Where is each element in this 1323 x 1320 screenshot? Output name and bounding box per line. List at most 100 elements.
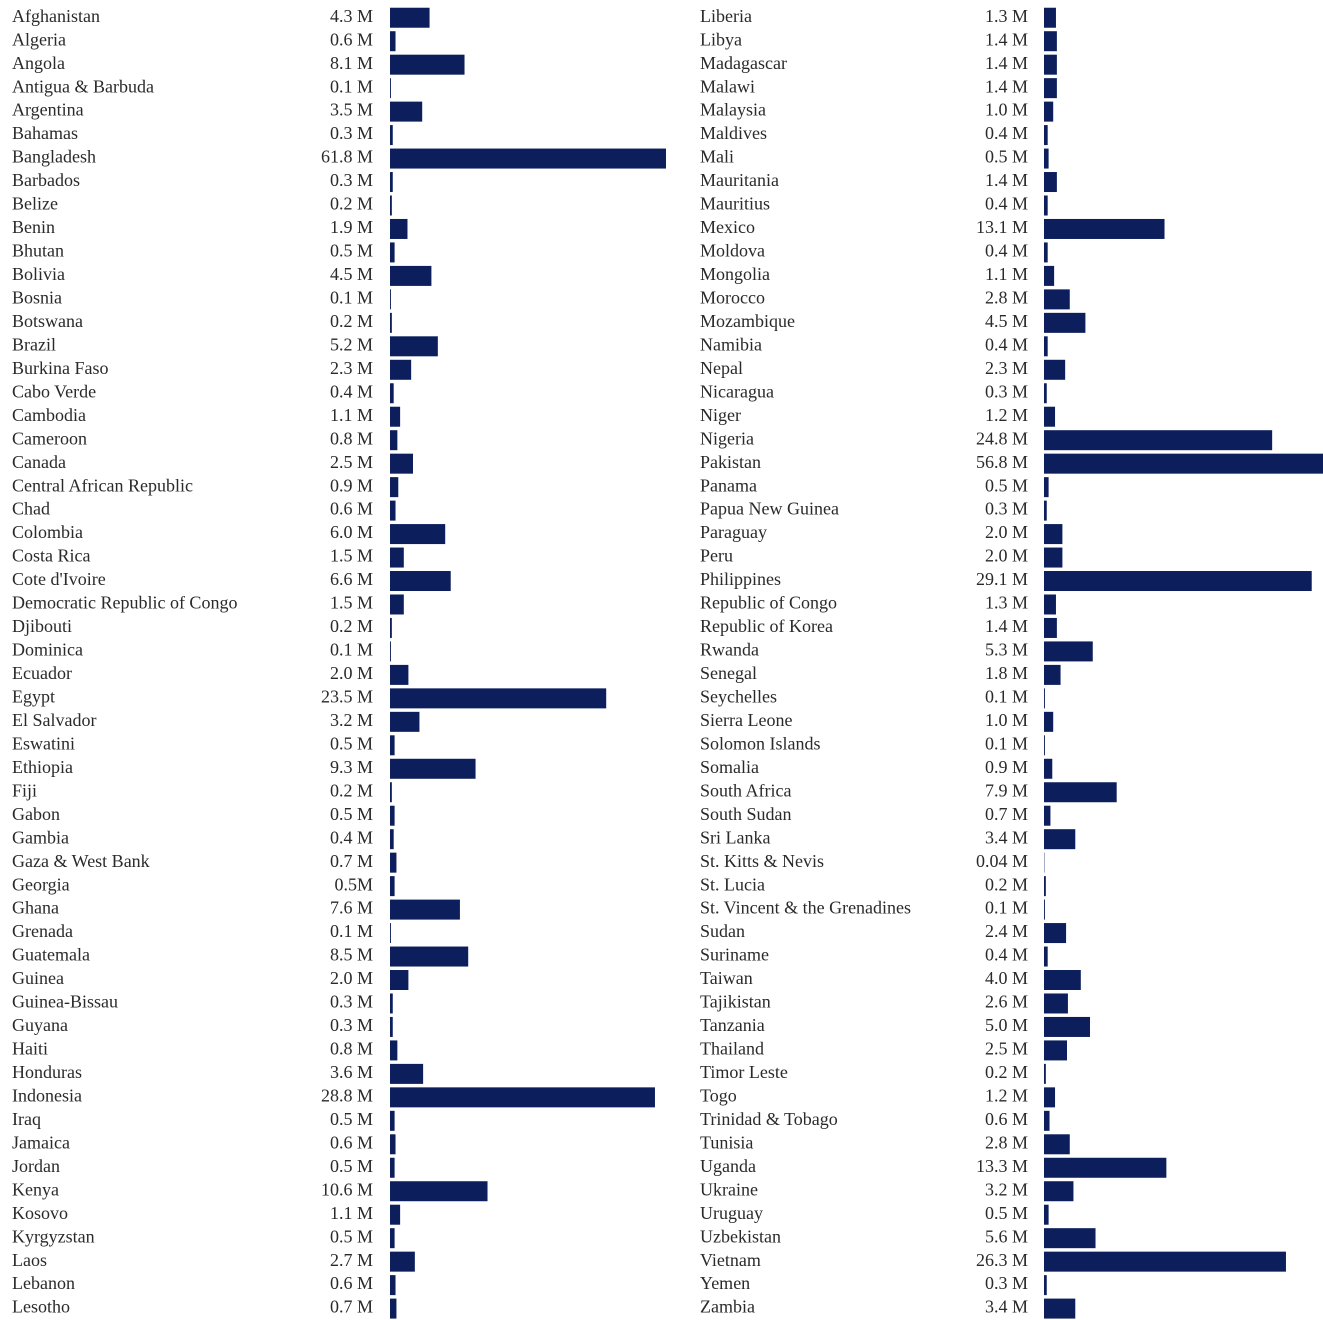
category-label: Jamaica (12, 1132, 70, 1152)
category-label: Sierra Leone (700, 710, 792, 730)
bar (390, 617, 392, 638)
value-label: 1.2 M (985, 405, 1028, 425)
category-label: South Sudan (700, 804, 792, 824)
bar (390, 289, 391, 310)
category-label: Ukraine (700, 1179, 758, 1199)
category-label: Suriname (700, 945, 769, 965)
value-label: 0.2 M (985, 874, 1028, 894)
value-label: 1.4 M (985, 616, 1028, 636)
bar (390, 923, 391, 944)
value-label: 0.1 M (985, 898, 1028, 918)
value-label: 3.6 M (330, 1062, 373, 1082)
category-label: Indonesia (12, 1085, 82, 1105)
value-label: 0.5 M (985, 147, 1028, 167)
category-label: Kosovo (12, 1203, 68, 1223)
value-label: 0.3 M (330, 992, 373, 1012)
category-label: Georgia (12, 874, 70, 894)
category-label: El Salvador (12, 710, 96, 730)
value-label: 0.4 M (985, 123, 1028, 143)
value-label: 8.1 M (330, 53, 373, 73)
value-label: 0.5M (334, 874, 373, 894)
bar (1044, 359, 1066, 380)
bar (1044, 1040, 1067, 1061)
bar (1044, 1251, 1286, 1272)
value-label: 2.0 M (985, 522, 1028, 542)
category-label: Mauritania (700, 170, 779, 190)
category-label: St. Lucia (700, 874, 765, 894)
category-label: Papua New Guinea (700, 499, 839, 519)
bar (390, 711, 420, 732)
bar (1044, 571, 1312, 592)
value-label: 5.0 M (985, 1015, 1028, 1035)
category-label: Algeria (12, 29, 66, 49)
bar (390, 664, 409, 685)
value-label: 0.7 M (330, 1297, 373, 1317)
category-label: Thailand (700, 1039, 764, 1059)
category-label: Senegal (700, 663, 757, 683)
bar (1044, 524, 1063, 545)
bar (390, 1157, 395, 1178)
category-label: Libya (700, 29, 742, 49)
category-label: Honduras (12, 1062, 82, 1082)
category-label: Tajikistan (700, 992, 771, 1012)
value-label: 2.5 M (330, 452, 373, 472)
value-label: 1.3 M (985, 593, 1028, 613)
value-label: 0.5 M (330, 1109, 373, 1129)
value-label: 3.2 M (330, 710, 373, 730)
value-label: 0.04 M (976, 851, 1028, 871)
value-label: 0.5 M (985, 475, 1028, 495)
category-label: Tanzania (700, 1015, 765, 1035)
bar (390, 336, 438, 357)
bar (390, 430, 398, 451)
value-label: 4.5 M (330, 264, 373, 284)
value-label: 2.8 M (985, 1132, 1028, 1152)
value-label: 0.5 M (330, 1156, 373, 1176)
value-label: 0.4 M (985, 945, 1028, 965)
value-label: 0.4 M (985, 241, 1028, 261)
value-label: 0.8 M (330, 1039, 373, 1059)
category-label: Sri Lanka (700, 827, 770, 847)
bar (1044, 1275, 1047, 1296)
bar (1044, 31, 1057, 52)
value-label: 1.8 M (985, 663, 1028, 683)
bar (1044, 688, 1045, 709)
value-label: 0.1 M (985, 686, 1028, 706)
category-label: Mexico (700, 217, 755, 237)
bar (390, 1298, 397, 1319)
value-label: 2.3 M (330, 358, 373, 378)
bar (1044, 195, 1048, 216)
value-label: 0.1 M (330, 921, 373, 941)
value-label: 7.6 M (330, 898, 373, 918)
bar (390, 524, 446, 545)
category-label: Fiji (12, 780, 37, 800)
category-label: Madagascar (700, 53, 787, 73)
bar (390, 1063, 424, 1084)
category-label: Lebanon (12, 1273, 75, 1293)
bar (390, 758, 476, 779)
bar (1044, 594, 1056, 615)
category-label: Cameroon (12, 428, 87, 448)
bar (390, 125, 393, 146)
value-label: 6.0 M (330, 522, 373, 542)
category-label: Nicaragua (700, 381, 774, 401)
category-label: Yemen (700, 1273, 750, 1293)
value-label: 13.3 M (976, 1156, 1028, 1176)
bar (390, 805, 395, 826)
value-label: 0.6 M (330, 499, 373, 519)
bar (1044, 970, 1081, 991)
bar (1044, 54, 1057, 75)
category-label: Niger (700, 405, 741, 425)
bar (1044, 876, 1046, 897)
value-label: 2.6 M (985, 992, 1028, 1012)
value-label: 0.6 M (330, 29, 373, 49)
bar (390, 1204, 401, 1225)
category-label: Sudan (700, 921, 745, 941)
category-label: Rwanda (700, 640, 759, 660)
value-label: 2.0 M (985, 546, 1028, 566)
bar (1044, 312, 1086, 333)
value-label: 5.2 M (330, 334, 373, 354)
bar (1044, 1016, 1090, 1037)
bar (1044, 218, 1165, 239)
